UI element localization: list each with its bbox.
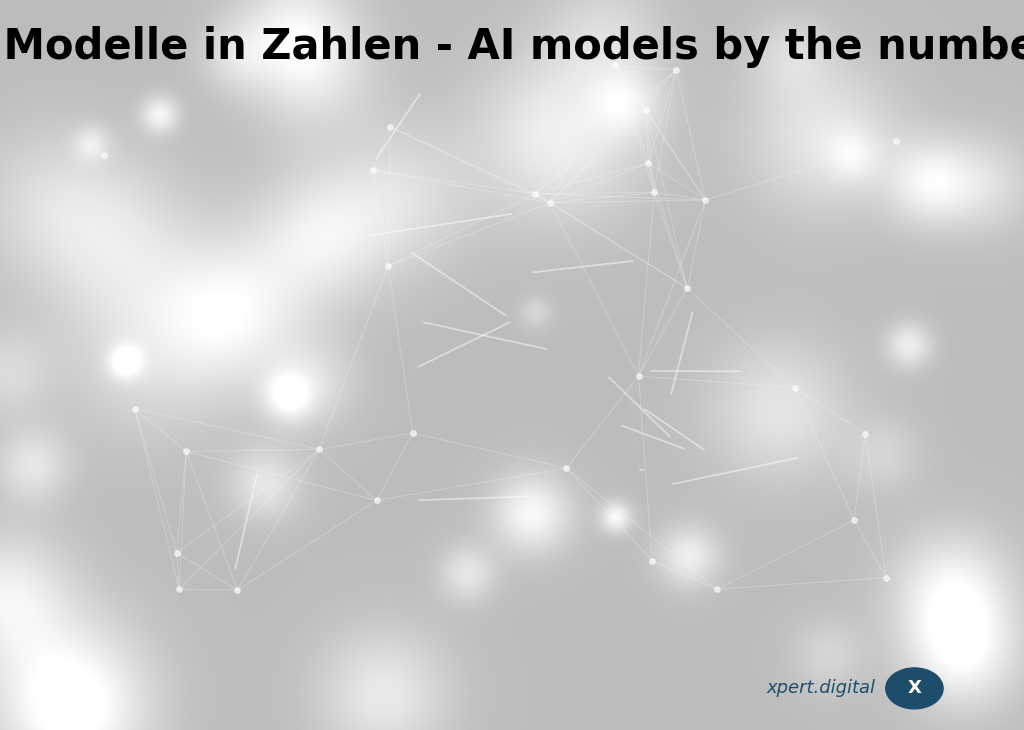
Point [527,188,544,199]
Point [178,445,195,457]
Point [846,515,862,526]
Point [646,186,663,198]
Point [679,283,695,294]
Point [709,583,725,595]
Point [640,157,656,169]
Point [558,462,574,474]
Point [382,121,398,133]
Point [369,495,385,507]
Point [631,370,647,382]
Bar [246,334,954,432]
Point [668,64,684,76]
Point [697,194,714,206]
Point [169,547,185,558]
Point [857,428,873,439]
Text: X: X [907,680,922,697]
Point [365,164,381,176]
Point [638,104,654,115]
Point [404,427,421,439]
Bar [246,173,488,270]
Point [888,135,904,147]
Point [96,149,113,161]
Point [644,556,660,567]
Point [171,583,187,595]
Point [878,572,894,583]
Point [786,382,803,393]
Y-axis label: Modelltypen: Modelltypen [8,337,24,430]
Text: xpert.digital: xpert.digital [767,680,876,697]
Point [607,60,624,72]
Point [229,584,246,596]
Point [311,444,328,456]
Point [380,260,396,272]
Point [127,403,143,415]
Text: KI Modelle in Zahlen - AI models by the numbers: KI Modelle in Zahlen - AI models by the … [0,26,1024,68]
Circle shape [886,668,943,709]
X-axis label: Anzahl der Modelle: Anzahl der Modelle [542,675,687,691]
Point [542,197,558,209]
Bar [246,496,317,593]
